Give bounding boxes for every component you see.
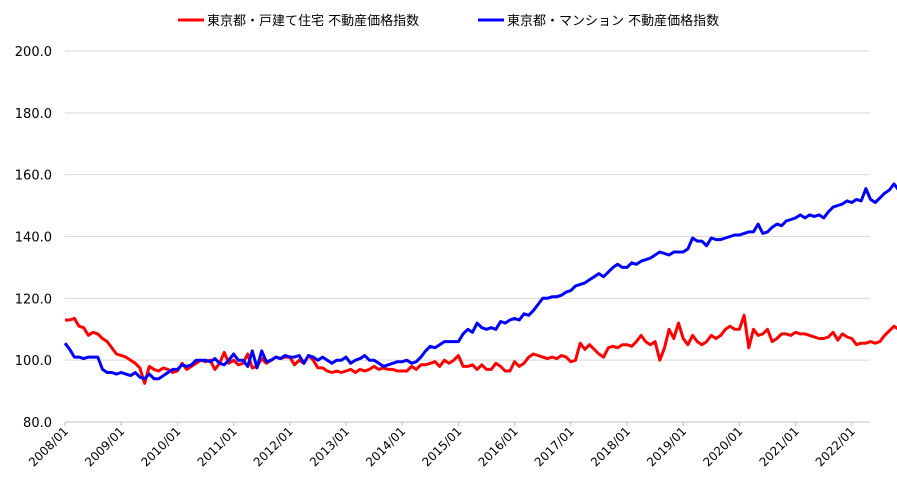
series-line-condominium [63, 182, 897, 381]
y-tick-label: 140.0 [15, 231, 52, 246]
x-tick-label: 2014/01 [363, 424, 408, 469]
x-tick-label: 2013/01 [307, 424, 352, 469]
axis-layer: 80.0100.0120.0140.0160.0180.0200.02008/0… [15, 45, 870, 469]
x-tick-label: 2019/01 [644, 424, 689, 469]
x-tick-label: 2012/01 [251, 424, 296, 469]
grid-layer [65, 50, 870, 361]
x-tick-label: 2009/01 [82, 424, 127, 469]
x-tick-label: 2010/01 [138, 424, 183, 469]
y-tick-label: 100.0 [15, 354, 52, 369]
x-tick-label: 2011/01 [195, 424, 240, 469]
y-tick-label: 120.0 [15, 292, 52, 307]
x-tick-label: 2020/01 [700, 424, 745, 469]
x-tick-label: 2015/01 [419, 424, 464, 469]
x-tick-label: 2018/01 [588, 424, 633, 469]
y-tick-label: 160.0 [15, 169, 52, 184]
legend-label: 東京都・マンション 不動産価格指数 [507, 13, 719, 29]
x-tick-label: 2022/01 [813, 424, 858, 469]
x-tick-label: 2017/01 [532, 424, 577, 469]
x-tick-label: 2021/01 [757, 424, 802, 469]
legend-label: 東京都・戸建て住宅 不動産価格指数 [207, 13, 419, 29]
x-tick-label: 2016/01 [476, 424, 521, 469]
y-tick-label: 180.0 [15, 107, 52, 122]
series-layer [63, 182, 897, 385]
y-tick-label: 80.0 [23, 416, 52, 431]
y-tick-label: 200.0 [15, 45, 52, 60]
legend: 東京都・戸建て住宅 不動産価格指数 東京都・マンション 不動産価格指数 [178, 13, 719, 29]
